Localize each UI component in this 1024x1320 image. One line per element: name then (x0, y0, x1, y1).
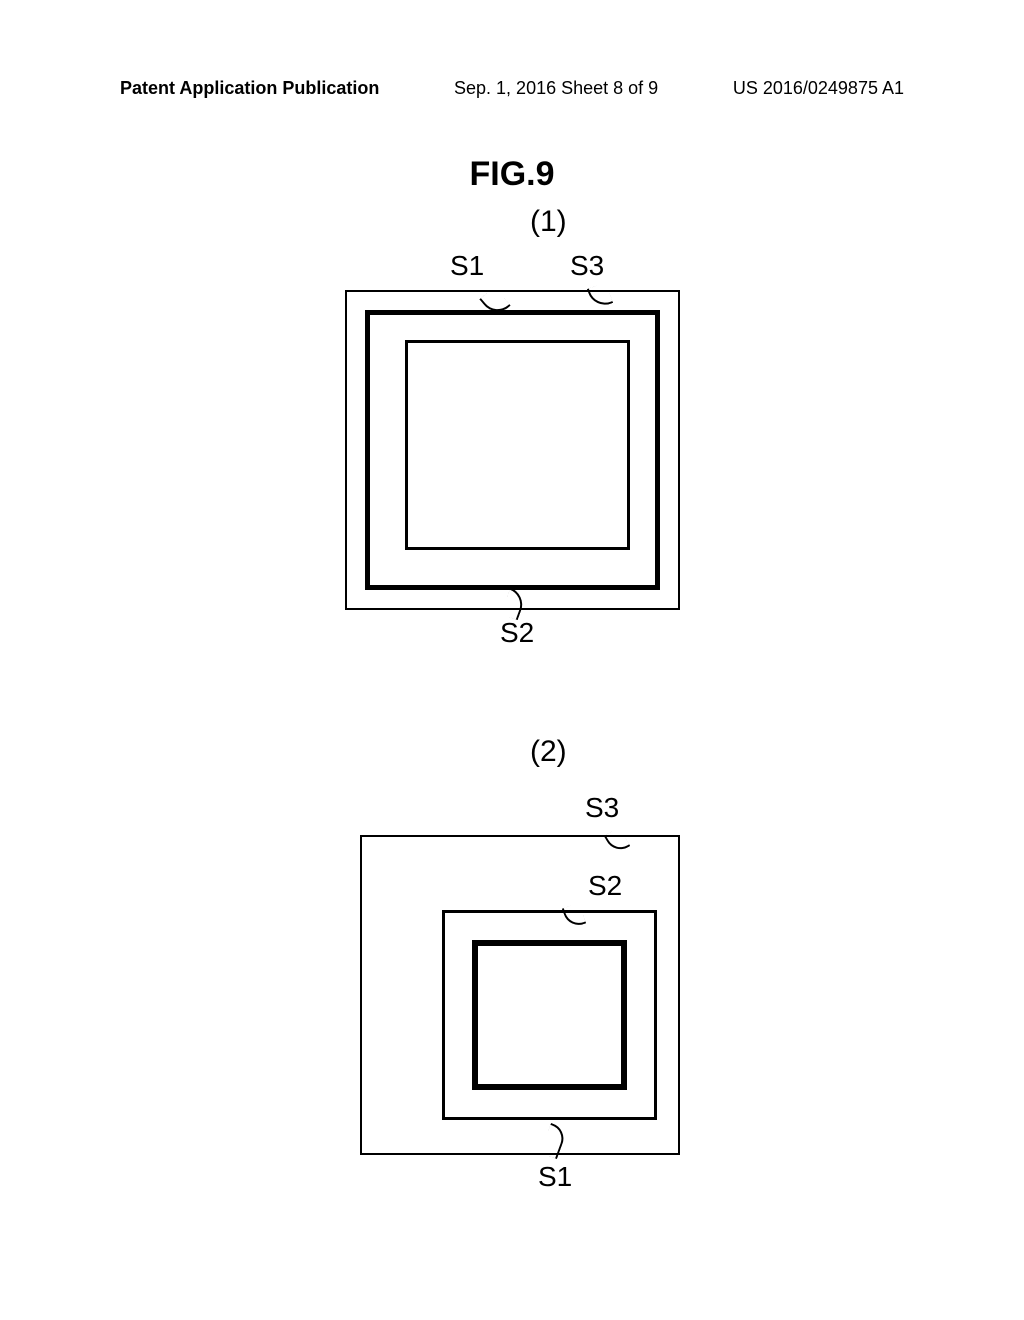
d1-label-s1: S1 (450, 250, 484, 282)
figure-subtitle-1: (1) (530, 205, 567, 239)
figure-title: FIG.9 (469, 155, 554, 194)
d2-label-s3: S3 (585, 792, 619, 824)
d2-label-s1: S1 (538, 1161, 572, 1193)
figure-subtitle-2: (2) (530, 735, 567, 769)
page-header: Patent Application Publication Sep. 1, 2… (0, 78, 1024, 99)
d1-inner-rect (405, 340, 630, 550)
d1-label-s2-bottom: S2 (500, 617, 534, 649)
header-center: Sep. 1, 2016 Sheet 8 of 9 (454, 78, 658, 99)
d2-label-s2: S2 (588, 870, 622, 902)
diagram-2: S3 S2 S1 (360, 835, 680, 1155)
d1-label-s3: S3 (570, 250, 604, 282)
diagram-1: S1 S3 S2 (345, 290, 680, 610)
d2-inner-rect (472, 940, 627, 1090)
header-right: US 2016/0249875 A1 (733, 78, 904, 99)
header-left: Patent Application Publication (120, 78, 379, 99)
